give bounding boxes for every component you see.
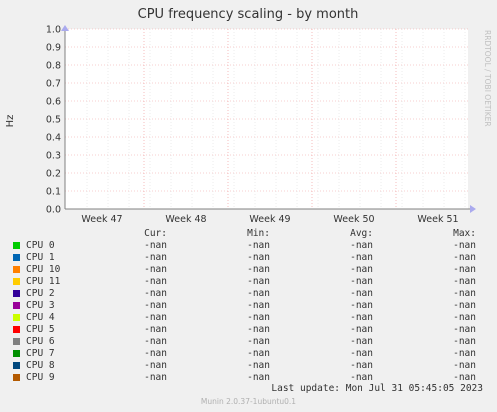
- y-tick-label: 0.8: [46, 61, 61, 72]
- y-tick-label: 0.5: [46, 115, 61, 126]
- y-tick-label: 0.9: [46, 43, 61, 54]
- chart-title: CPU frequency scaling - by month: [138, 7, 359, 22]
- munin-version-footer: Munin 2.0.37-1ubuntu0.1: [200, 397, 297, 406]
- rrdtool-watermark: RRDTOOL / TOBI OETIKER: [483, 30, 492, 127]
- grid: [65, 28, 468, 209]
- x-tick-label: Week 51: [417, 214, 458, 225]
- x-tick-label: Week 49: [249, 214, 290, 225]
- x-tick-label: Week 50: [333, 214, 374, 225]
- x-tick-labels: Week 47 Week 48 Week 49 Week 50 Week 51: [81, 214, 458, 225]
- y-axis-arrow-icon: [61, 25, 69, 31]
- y-tick-labels: 0.0 0.1 0.2 0.3 0.4 0.5 0.6 0.7 0.8 0.9 1.0: [46, 25, 61, 216]
- last-update-text: Last update: Mon Jul 31 05:45:05 2023: [271, 383, 483, 394]
- y-axis-label: Hz: [5, 115, 16, 128]
- x-tick-label: Week 48: [165, 214, 206, 225]
- axes: [61, 25, 476, 213]
- x-axis-arrow-icon: [470, 205, 476, 213]
- y-tick-label: 0.0: [46, 205, 61, 216]
- y-tick-label: 0.4: [46, 133, 61, 144]
- y-tick-label: 0.1: [46, 187, 61, 198]
- y-tick-label: 1.0: [46, 25, 61, 36]
- y-tick-label: 0.3: [46, 151, 61, 162]
- x-tick-label: Week 47: [81, 214, 122, 225]
- y-tick-label: 0.6: [46, 97, 61, 108]
- y-tick-label: 0.7: [46, 79, 61, 90]
- y-tick-label: 0.2: [46, 169, 61, 180]
